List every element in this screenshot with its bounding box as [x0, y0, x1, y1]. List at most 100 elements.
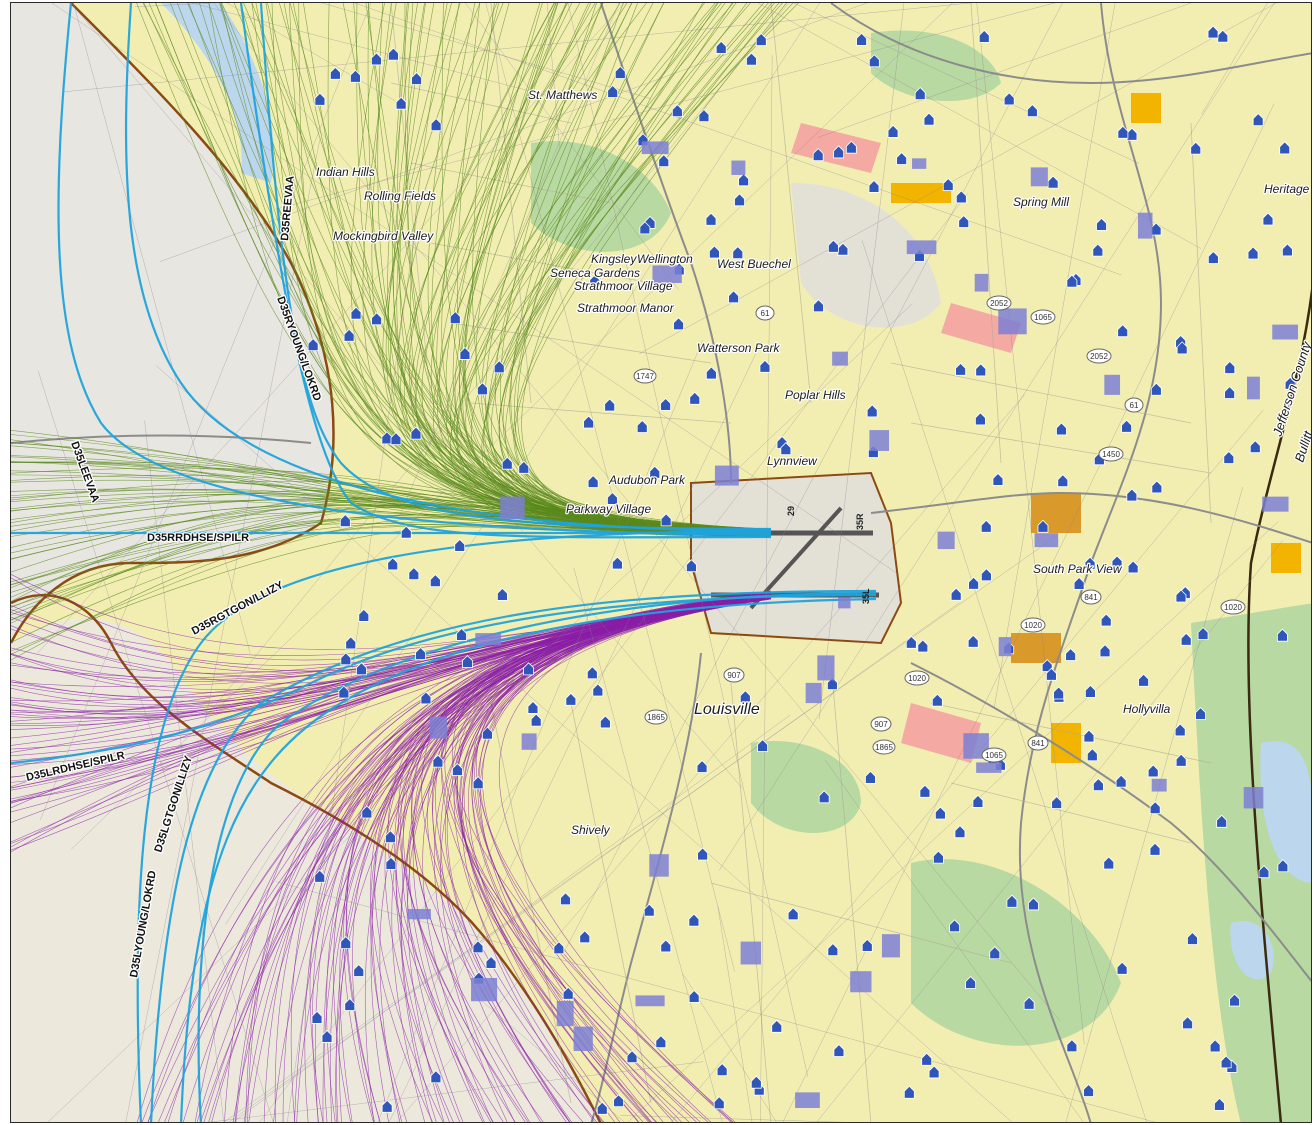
school-marker-icon[interactable]	[1126, 488, 1138, 502]
place-heritage[interactable]: Heritage	[1263, 181, 1311, 197]
school-marker-icon[interactable]	[1195, 707, 1206, 720]
school-marker-icon[interactable]	[896, 152, 908, 165]
school-marker-icon[interactable]	[1103, 856, 1115, 870]
school-marker-icon[interactable]	[411, 71, 422, 85]
school-marker-icon[interactable]	[757, 738, 768, 752]
place-audubon-park[interactable]: Audubon Park	[607, 472, 687, 488]
school-marker-icon[interactable]	[395, 96, 407, 110]
school-marker-icon[interactable]	[579, 930, 591, 944]
school-marker-icon[interactable]	[400, 525, 412, 539]
place-spring-mill[interactable]: Spring Mill	[1012, 194, 1071, 210]
school-marker-icon[interactable]	[771, 1019, 783, 1033]
school-marker-icon[interactable]	[932, 850, 944, 864]
school-marker-icon[interactable]	[833, 1043, 845, 1057]
school-marker-icon[interactable]	[975, 363, 987, 377]
school-marker-icon[interactable]	[340, 652, 352, 666]
school-marker-icon[interactable]	[980, 568, 992, 582]
school-marker-icon[interactable]	[1092, 243, 1104, 257]
school-marker-icon[interactable]	[371, 312, 383, 326]
school-marker-icon[interactable]	[1084, 556, 1096, 570]
place-kingsley[interactable]: Kingsley	[590, 251, 639, 267]
school-marker-icon[interactable]	[1073, 576, 1085, 590]
school-marker-icon[interactable]	[992, 472, 1004, 486]
school-marker-icon[interactable]	[527, 700, 539, 714]
school-marker-icon[interactable]	[1216, 814, 1228, 828]
school-marker-icon[interactable]	[861, 938, 873, 952]
place-seneca-gardens[interactable]: Seneca Gardens	[549, 265, 641, 281]
school-marker-icon[interactable]	[415, 646, 426, 660]
school-marker-icon[interactable]	[1151, 480, 1163, 494]
school-marker-icon[interactable]	[1138, 673, 1149, 687]
school-marker-icon[interactable]	[614, 65, 626, 79]
place-lynnview[interactable]: Lynnview	[766, 453, 820, 469]
school-marker-icon[interactable]	[759, 359, 771, 373]
school-marker-icon[interactable]	[356, 662, 367, 676]
school-marker-icon[interactable]	[1083, 1083, 1094, 1097]
place-parkway-village[interactable]: Parkway Village	[565, 501, 653, 517]
school-marker-icon[interactable]	[905, 635, 917, 649]
school-marker-icon[interactable]	[1056, 422, 1067, 436]
map-canvas[interactable]: 1020 907 1865 1065 841 2052 1065 61 1450…	[11, 3, 1312, 1123]
school-marker-icon[interactable]	[387, 47, 399, 61]
school-marker-icon[interactable]	[1277, 859, 1289, 873]
school-marker-icon[interactable]	[562, 986, 574, 1000]
school-marker-icon[interactable]	[1229, 993, 1240, 1007]
school-marker-icon[interactable]	[671, 104, 683, 118]
school-marker-icon[interactable]	[493, 360, 505, 374]
school-marker-icon[interactable]	[329, 66, 341, 80]
school-marker-icon[interactable]	[1065, 647, 1077, 661]
school-marker-icon[interactable]	[449, 311, 461, 325]
school-marker-icon[interactable]	[1006, 894, 1018, 908]
school-marker-icon[interactable]	[390, 432, 402, 446]
school-marker-icon[interactable]	[868, 54, 880, 68]
school-marker-icon[interactable]	[955, 190, 967, 204]
school-marker-icon[interactable]	[955, 362, 966, 376]
school-marker-icon[interactable]	[1084, 684, 1096, 698]
school-marker-icon[interactable]	[530, 713, 542, 727]
school-marker-icon[interactable]	[827, 943, 839, 957]
place-strathmoor-village[interactable]: Strathmoor Village	[573, 278, 674, 294]
school-marker-icon[interactable]	[813, 299, 824, 313]
school-marker-icon[interactable]	[1207, 25, 1219, 39]
runway-29[interactable]	[749, 506, 843, 610]
school-marker-icon[interactable]	[1045, 667, 1057, 681]
school-marker-icon[interactable]	[344, 998, 356, 1011]
school-marker-icon[interactable]	[1111, 555, 1123, 569]
school-marker-icon[interactable]	[1121, 419, 1132, 433]
school-marker-icon[interactable]	[343, 328, 355, 342]
school-marker-icon[interactable]	[371, 52, 382, 66]
place-wellington[interactable]: Wellington	[636, 251, 695, 267]
school-marker-icon[interactable]	[812, 148, 824, 162]
school-marker-icon[interactable]	[978, 29, 990, 43]
school-marker-icon[interactable]	[1053, 686, 1065, 700]
school-marker-icon[interactable]	[968, 576, 979, 590]
school-marker-icon[interactable]	[1224, 360, 1236, 374]
school-marker-icon[interactable]	[596, 1101, 608, 1115]
school-marker-icon[interactable]	[1262, 212, 1274, 226]
school-marker-icon[interactable]	[660, 397, 671, 411]
school-marker-icon[interactable]	[931, 693, 943, 707]
school-marker-icon[interactable]	[1190, 141, 1202, 155]
school-marker-icon[interactable]	[459, 346, 471, 360]
school-marker-icon[interactable]	[472, 940, 484, 954]
school-marker-icon[interactable]	[345, 636, 357, 650]
school-marker-icon[interactable]	[833, 145, 845, 159]
school-marker-icon[interactable]	[1047, 175, 1059, 189]
school-marker-icon[interactable]	[917, 639, 929, 653]
school-marker-icon[interactable]	[818, 790, 830, 804]
school-marker-icon[interactable]	[787, 907, 799, 921]
school-marker-icon[interactable]	[1258, 865, 1270, 879]
school-marker-icon[interactable]	[1149, 842, 1161, 856]
school-marker-icon[interactable]	[780, 442, 792, 456]
school-marker-icon[interactable]	[649, 465, 661, 479]
school-marker-icon[interactable]	[1223, 450, 1235, 464]
school-marker-icon[interactable]	[914, 87, 926, 100]
school-marker-icon[interactable]	[826, 677, 838, 691]
school-marker-icon[interactable]	[887, 124, 899, 138]
school-marker-icon[interactable]	[1282, 243, 1293, 257]
place-st-matthews[interactable]: St. Matthews	[527, 87, 599, 103]
school-marker-icon[interactable]	[655, 1035, 667, 1049]
school-marker-icon[interactable]	[688, 989, 700, 1003]
school-marker-icon[interactable]	[1224, 385, 1236, 399]
school-marker-icon[interactable]	[697, 847, 708, 861]
